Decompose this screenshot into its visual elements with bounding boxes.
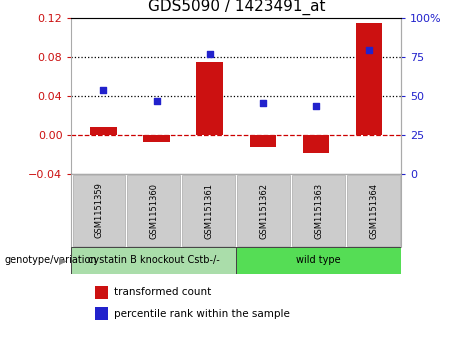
Text: transformed count: transformed count — [114, 287, 212, 297]
Bar — [95, 286, 108, 299]
Point — [312, 103, 319, 109]
Text: GSM1151363: GSM1151363 — [314, 183, 323, 238]
Point — [366, 48, 373, 53]
Bar — [183, 175, 235, 246]
Point — [259, 100, 266, 106]
Text: ▶: ▶ — [59, 256, 67, 265]
Bar — [143, 135, 170, 142]
Bar — [249, 135, 276, 147]
Bar — [236, 247, 401, 274]
Text: GSM1151360: GSM1151360 — [149, 183, 159, 238]
Text: GSM1151362: GSM1151362 — [259, 183, 268, 238]
Bar — [72, 175, 125, 246]
Bar — [347, 175, 400, 246]
Text: percentile rank within the sample: percentile rank within the sample — [114, 309, 290, 319]
Bar — [356, 23, 383, 135]
Bar — [95, 307, 108, 320]
Text: GSM1151364: GSM1151364 — [369, 183, 378, 238]
Bar — [292, 175, 345, 246]
Bar — [237, 175, 290, 246]
Title: GDS5090 / 1423491_at: GDS5090 / 1423491_at — [148, 0, 325, 15]
Text: cystatin B knockout Cstb-/-: cystatin B knockout Cstb-/- — [88, 256, 220, 265]
Point — [153, 98, 160, 104]
Point — [100, 87, 107, 93]
Text: wild type: wild type — [296, 256, 341, 265]
Bar — [196, 62, 223, 135]
Bar — [71, 247, 236, 274]
Bar — [90, 127, 117, 135]
Text: GSM1151361: GSM1151361 — [204, 183, 213, 238]
Bar — [128, 175, 180, 246]
Text: genotype/variation: genotype/variation — [5, 256, 97, 265]
Point — [206, 51, 213, 57]
Text: GSM1151359: GSM1151359 — [95, 183, 103, 238]
Bar — [303, 135, 329, 153]
